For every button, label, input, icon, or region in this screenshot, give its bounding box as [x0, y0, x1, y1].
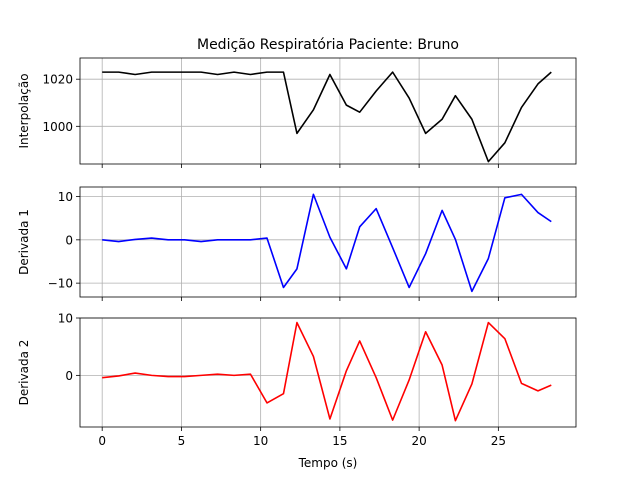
x-axis-label: Tempo (s): [298, 456, 358, 470]
x-tick-label: 10: [253, 434, 268, 448]
y-tick-label: −10: [48, 277, 73, 291]
axes-frame: [79, 186, 577, 298]
y-tick-label: 10: [58, 190, 73, 204]
y-tick-label: 1020: [42, 73, 73, 87]
series-line-1: [102, 71, 552, 163]
series-line-3: [102, 321, 552, 422]
x-tick-label: 15: [332, 434, 347, 448]
subplot-3: 0 5 10 15 20 25 0 10 Derivada 2 Tempo (s): [17, 312, 577, 470]
chart-title: Medição Respiratória Paciente: Bruno: [197, 37, 459, 53]
y-axis-label: Derivada 2: [17, 340, 31, 406]
y-tick-label: 0: [65, 369, 73, 383]
series-line-2: [102, 193, 552, 293]
y-tick-label: 0: [65, 233, 73, 247]
y-tick-label: 10: [58, 312, 73, 326]
x-tick-label: 20: [411, 434, 426, 448]
x-tick-label: 25: [491, 434, 506, 448]
x-tick-label: 5: [178, 434, 186, 448]
y-axis-label: Derivada 1: [17, 209, 31, 275]
y-tick-label: 1000: [42, 120, 73, 134]
subplot-2: −10 0 10 Derivada 1: [17, 186, 577, 301]
x-tick-label: 0: [98, 434, 106, 448]
axes-frame: [79, 57, 577, 165]
axes-frame: [79, 317, 577, 428]
subplot-1: 1000 1020 Interpolação Medição Respiratória…: [17, 37, 577, 168]
y-axis-label: Interpolação: [17, 73, 31, 148]
